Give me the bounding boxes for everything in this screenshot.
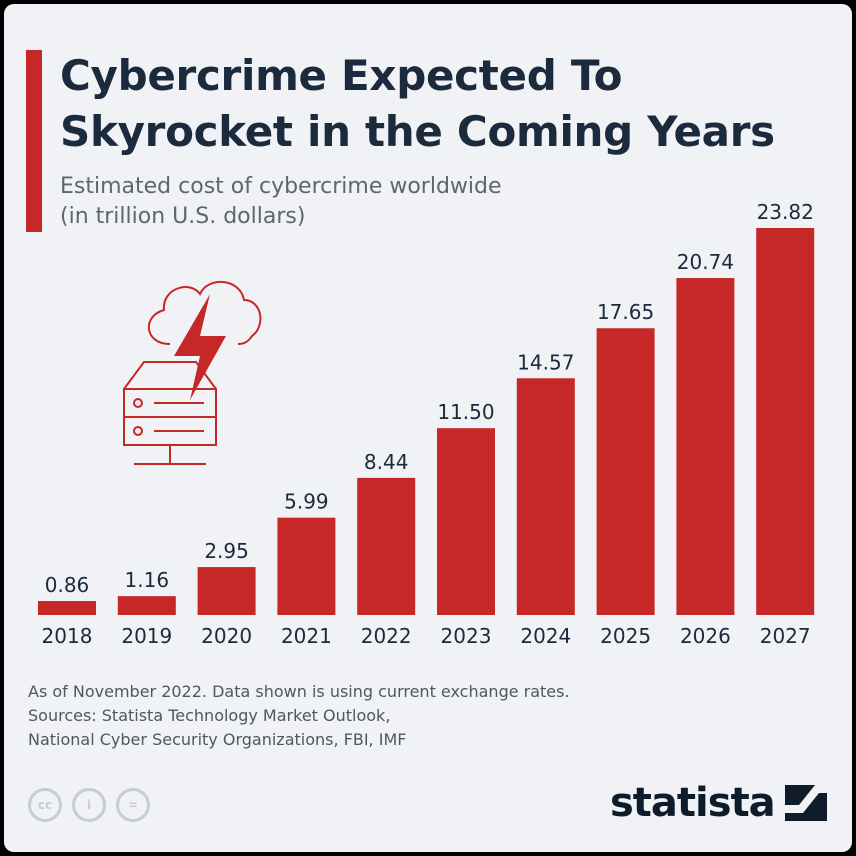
category-label-2018: 2018: [42, 624, 93, 648]
bar-2027: [756, 228, 815, 615]
value-label-2024: 14.57: [517, 350, 574, 374]
sources-line-1: Sources: Statista Technology Market Outl…: [28, 706, 391, 725]
bar-2019: [117, 596, 176, 615]
statista-logo: statista: [610, 780, 827, 826]
value-label-2025: 17.65: [597, 300, 654, 324]
creative-commons-icon: cc: [28, 788, 62, 822]
value-label-2022: 8.44: [364, 450, 409, 474]
category-label-2023: 2023: [441, 624, 492, 648]
bar-2022: [357, 477, 416, 615]
bar-2018: [38, 601, 96, 615]
bar-2024: [516, 378, 575, 615]
footnotes: As of November 2022. Data shown is using…: [28, 680, 808, 752]
category-label-2020: 2020: [201, 624, 252, 648]
note-text: As of November 2022. Data shown is using…: [28, 682, 570, 701]
category-label-2019: 2019: [121, 624, 172, 648]
category-label-2022: 2022: [361, 624, 412, 648]
bar-2021: [277, 517, 336, 615]
title-accent-bar: [26, 50, 42, 232]
value-label-2018: 0.86: [45, 573, 90, 597]
cloud-server-lightning-icon: [123, 280, 262, 465]
bar-2020: [197, 567, 256, 615]
statista-mark-icon: [784, 785, 827, 821]
value-label-2023: 11.50: [437, 400, 494, 424]
bar-2023: [437, 428, 495, 615]
category-label-2024: 2024: [520, 624, 571, 648]
chart-subtitle: Estimated cost of cybercrime worldwide (…: [60, 172, 760, 232]
value-label-2019: 1.16: [125, 568, 170, 592]
no-derivatives-icon: =: [116, 788, 150, 822]
bar-2025: [596, 328, 655, 615]
value-label-2026: 20.74: [677, 250, 734, 274]
infographic-card: Cybercrime Expected To Skyrocket in the …: [4, 4, 852, 852]
value-label-2021: 5.99: [284, 490, 329, 514]
bars-group: [38, 228, 815, 615]
subtitle-line-2: (in trillion U.S. dollars): [60, 204, 306, 229]
category-label-2026: 2026: [680, 624, 731, 648]
bar-2026: [676, 278, 735, 615]
attribution-icon: i: [72, 788, 106, 822]
bar-chart: 0.86 1.16 2.95 5.99 8.44 11.50 14.57 17.65 20.74…: [38, 200, 815, 648]
value-labels-group: 0.86 1.16 2.95 5.99 8.44 11.50 14.57 17.65 20.74…: [45, 200, 814, 597]
category-label-2021: 2021: [281, 624, 332, 648]
category-label-2027: 2027: [760, 624, 811, 648]
license-icons: cc i =: [28, 788, 150, 822]
value-label-2020: 2.95: [204, 539, 249, 563]
sources-line-2: National Cyber Security Organizations, F…: [28, 730, 407, 749]
subtitle-line-1: Estimated cost of cybercrime worldwide: [60, 174, 502, 199]
brand-name: statista: [610, 780, 776, 826]
chart-title: Cybercrime Expected To Skyrocket in the …: [60, 51, 775, 156]
category-label-2025: 2025: [600, 624, 651, 648]
value-label-2027: 23.82: [757, 200, 814, 224]
year-labels-group: 2018 2019 2020 2021 2022 2023 2024 2025 2026 2027: [42, 624, 811, 648]
